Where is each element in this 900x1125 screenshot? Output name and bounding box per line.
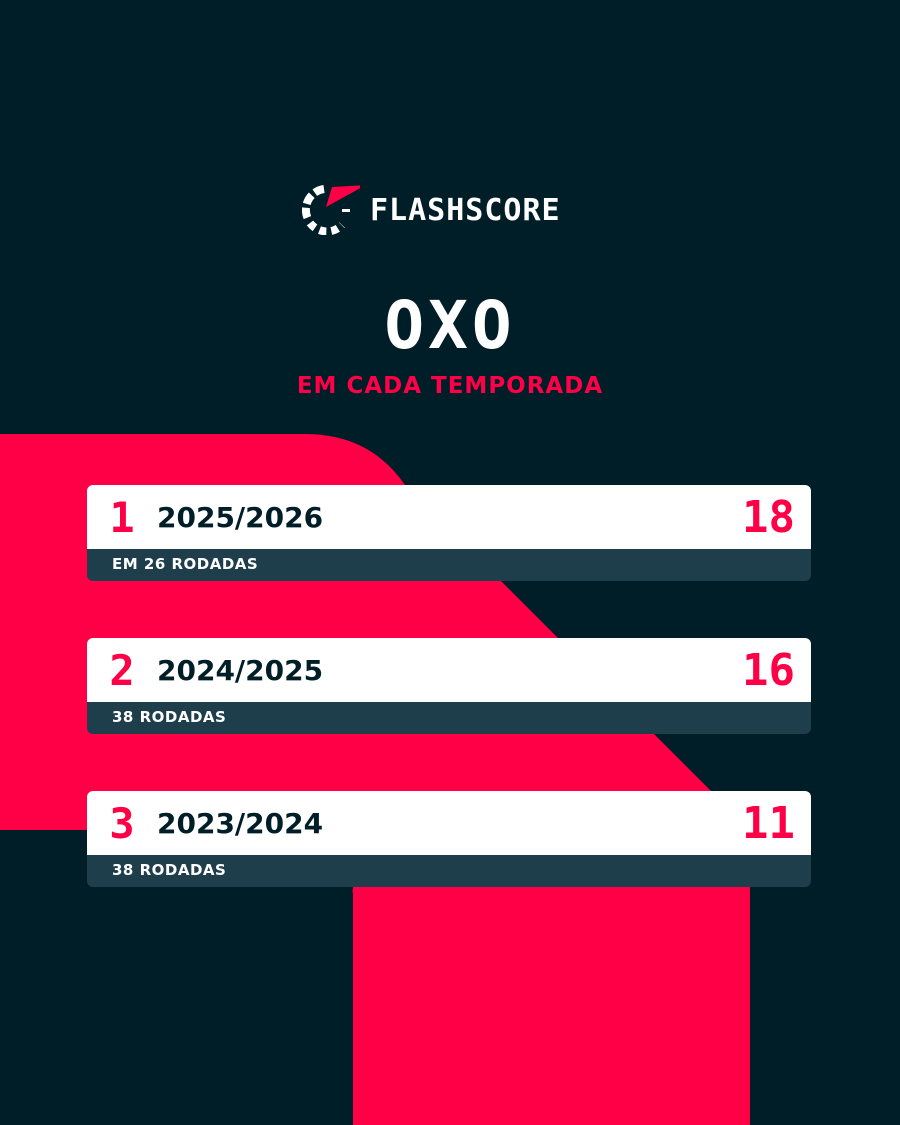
season-value: 18 bbox=[742, 491, 795, 543]
rounds-label: 38 RODADAS bbox=[87, 702, 811, 734]
season-label: 2024/2025 bbox=[157, 653, 324, 687]
rounds-label: 38 RODADAS bbox=[87, 855, 811, 887]
season-label: 2023/2024 bbox=[157, 806, 324, 840]
rounds-label: EM 26 RODADAS bbox=[87, 549, 811, 581]
season-value: 16 bbox=[742, 644, 795, 696]
flashscore-logo-icon bbox=[302, 185, 360, 235]
season-card: 3 2023/2024 11 38 RODADAS bbox=[87, 791, 811, 887]
page-subtitle: EM CADA TEMPORADA bbox=[296, 373, 604, 399]
rank: 1 bbox=[109, 492, 135, 542]
rank: 3 bbox=[109, 798, 135, 848]
season-value: 11 bbox=[742, 797, 795, 849]
flashscore-logo: FLASHSCORE bbox=[302, 185, 561, 235]
brand-name: FLASHSCORE bbox=[370, 192, 561, 228]
season-label: 2025/2026 bbox=[157, 500, 324, 534]
rank: 2 bbox=[109, 645, 135, 695]
season-card: 1 2025/2026 18 EM 26 RODADAS bbox=[87, 485, 811, 581]
season-card: 2 2024/2025 16 38 RODADAS bbox=[87, 638, 811, 734]
page-title: OXO bbox=[384, 287, 516, 364]
